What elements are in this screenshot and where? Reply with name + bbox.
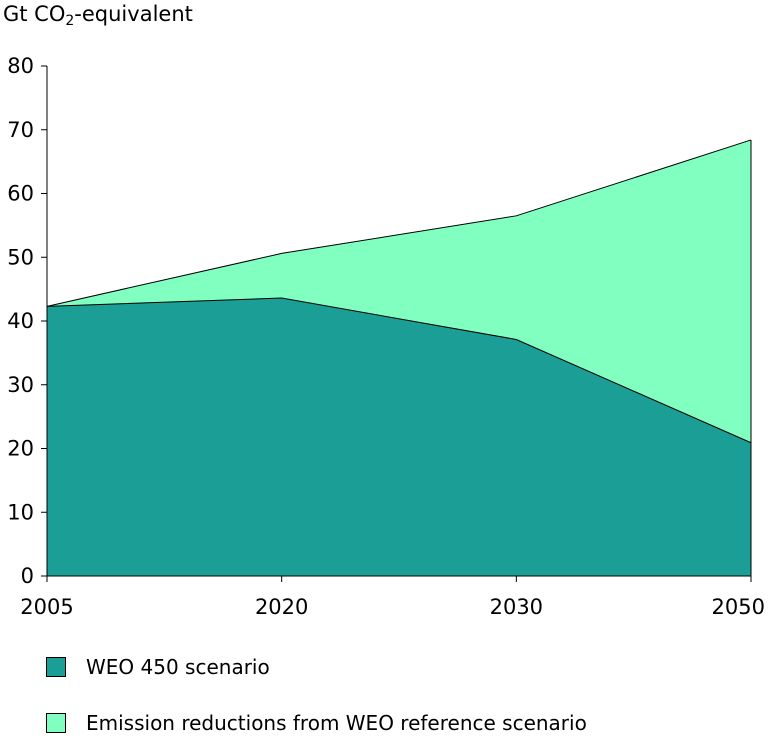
x-tick-label: 2005 bbox=[20, 595, 73, 619]
y-axis-unit-prefix: Gt CO bbox=[3, 2, 66, 26]
y-axis-unit-label: Gt CO2-equivalent bbox=[3, 2, 193, 29]
area-series-2 bbox=[47, 139, 751, 443]
y-tick-label: 10 bbox=[7, 500, 34, 524]
y-axis-unit-suffix: -equivalent bbox=[74, 2, 193, 26]
area-series-2-line bbox=[46, 139, 752, 307]
y-tick-label: 50 bbox=[7, 245, 34, 269]
y-axis-unit-subscript: 2 bbox=[65, 13, 75, 29]
y-tick-label: 20 bbox=[7, 437, 34, 461]
x-tick-label: 2030 bbox=[490, 595, 543, 619]
y-tick-label: 40 bbox=[7, 309, 34, 333]
legend-label-emission-reductions: Emission reductions from WEO reference s… bbox=[86, 711, 587, 735]
legend: WEO 450 scenario Emission reductions fro… bbox=[46, 650, 587, 740]
legend-swatch-emission-reductions bbox=[46, 713, 66, 733]
x-tick-label: 2020 bbox=[255, 595, 308, 619]
legend-swatch-weo-450 bbox=[46, 657, 66, 677]
legend-label-weo-450: WEO 450 scenario bbox=[86, 655, 270, 679]
y-tick-label: 70 bbox=[7, 118, 34, 142]
area-series-1 bbox=[47, 298, 751, 576]
area-series-1-line bbox=[46, 297, 752, 444]
y-tick-label: 30 bbox=[7, 373, 34, 397]
x-tick-label: 2050 bbox=[712, 595, 765, 619]
y-tick-label: 0 bbox=[21, 564, 34, 588]
legend-item-emission-reductions: Emission reductions from WEO reference s… bbox=[46, 706, 587, 740]
legend-item-weo-450: WEO 450 scenario bbox=[46, 650, 587, 684]
y-tick-label: 60 bbox=[7, 182, 34, 206]
y-tick-label: 80 bbox=[7, 54, 34, 78]
